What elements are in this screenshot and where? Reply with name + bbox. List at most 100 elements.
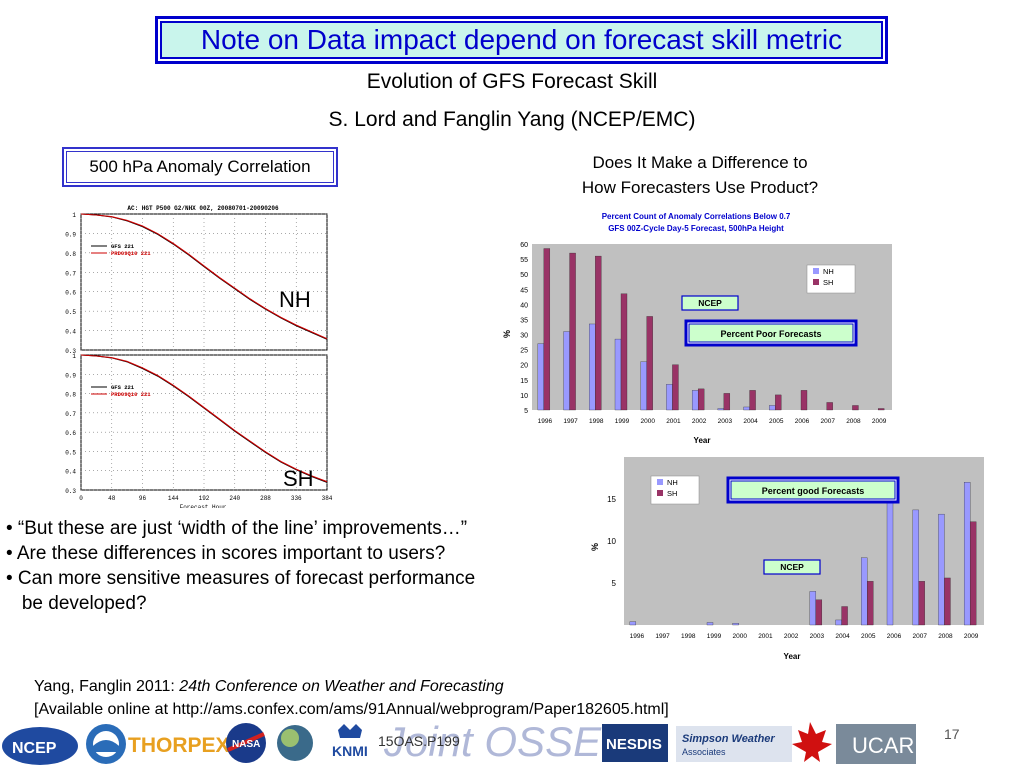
chart-title: Percent Count of Anomaly Correlations Be… <box>602 212 791 221</box>
y-tick-label: 0.5 <box>65 309 76 316</box>
legend-label: SH <box>823 278 833 287</box>
y-tick-label: 0.7 <box>65 411 76 418</box>
svg-text:Associates: Associates <box>682 747 726 757</box>
ac-chart-sh: 1 0.9 0.8 0.7 0.6 0.5 0.4 0.30 48 96 144 192 240 288 3… <box>65 353 333 508</box>
page-number: 17 <box>944 726 960 742</box>
bar-sh <box>595 255 602 411</box>
svg-text:UCAR: UCAR <box>852 733 914 758</box>
y-tick-label: 35 <box>520 317 528 324</box>
y-tick-label: 0.5 <box>65 449 76 456</box>
anomaly-correlation-label: 500 hPa Anomaly Correlation <box>89 157 311 176</box>
svg-text:Joint OSSE: Joint OSSE <box>383 718 602 765</box>
y-tick-label: 20 <box>520 363 528 370</box>
nesdis-logo: NESDIS <box>602 724 668 762</box>
bar-sh <box>775 394 782 411</box>
bar-nh <box>629 621 637 626</box>
bar-sh <box>969 521 977 626</box>
legend-label: NH <box>667 478 678 487</box>
bullet-1: • “But these are just ‘width of the line… <box>6 518 468 539</box>
noaa-logo <box>86 724 126 764</box>
bar-nh <box>809 591 817 626</box>
x-tick-label: 1997 <box>655 633 670 640</box>
ncep-annotation: NCEP <box>698 298 722 308</box>
bar-nh <box>563 331 570 411</box>
legend-label: SH <box>667 489 677 498</box>
ucar-logo: UCAR <box>836 724 916 764</box>
thorpex-logo: THORPEX <box>128 734 230 757</box>
x-tick-label: 2007 <box>820 418 835 425</box>
bar-nh <box>938 513 945 626</box>
x-tick-label: 240 <box>229 495 240 502</box>
question-line-2: How Forecasters Use Product? <box>581 178 819 197</box>
y-tick-label: 1 <box>72 212 76 219</box>
x-tick-label: 2008 <box>938 633 953 640</box>
bar-sh <box>723 393 731 411</box>
y-tick-label: 10 <box>607 537 616 546</box>
legend-swatch <box>657 490 663 496</box>
bar-nh <box>732 623 739 626</box>
y-tick-label: 0.3 <box>65 348 76 354</box>
joint-osse-logo: Joint OSSE 15OAS.P199 <box>378 718 602 765</box>
bar-chart-poor: Percent Count of Anomaly Correlations Be… <box>502 212 892 445</box>
bar-nh <box>706 622 714 626</box>
x-tick-label: 2005 <box>769 418 784 425</box>
x-tick-label: 2004 <box>743 418 758 425</box>
bullet-3-cont: be developed? <box>6 593 147 614</box>
svg-text:KNMI: KNMI <box>332 743 368 759</box>
y-tick-label: 30 <box>520 333 528 340</box>
legend-swatch <box>813 268 819 274</box>
bar-sh <box>569 252 576 411</box>
bar-sh <box>867 581 874 626</box>
bar-sh <box>918 581 925 626</box>
bullet-list: • “But these are just ‘width of the line… <box>6 517 586 617</box>
reference-author: Yang, Fanglin 2011: <box>34 678 180 695</box>
y-tick-label: 1 <box>72 353 76 360</box>
x-tick-label: 2001 <box>758 633 773 640</box>
bar-nh <box>835 619 842 626</box>
bar-sh <box>749 390 756 411</box>
question-line-1: Does It Make a Difference to <box>592 153 808 172</box>
y-tick-label: 0.6 <box>65 430 76 437</box>
x-tick-label: 2000 <box>640 418 655 425</box>
x-tick-label: 1996 <box>538 418 553 425</box>
y-axis-label: % <box>590 543 600 551</box>
series-line <box>80 213 328 340</box>
svg-text:NESDIS: NESDIS <box>606 736 662 753</box>
bullet-3: • Can more sensitive measures of forecas… <box>6 568 476 589</box>
bar-nh <box>886 503 894 626</box>
svg-text:THORPEX: THORPEX <box>128 734 230 757</box>
subtitle-evolution: Evolution of GFS Forecast Skill <box>366 70 658 93</box>
bar-sh <box>620 293 628 411</box>
bar-sh <box>697 388 705 411</box>
poor-annotation: Percent Poor Forecasts <box>720 329 821 339</box>
bar-nh <box>769 405 776 411</box>
earth-logo <box>277 725 313 761</box>
x-tick-label: 2003 <box>718 418 733 425</box>
bar-nh <box>666 384 673 411</box>
y-tick-label: 0.9 <box>65 231 76 238</box>
legend-label: NH <box>823 267 834 276</box>
x-tick-label: 2008 <box>846 418 861 425</box>
simpson-logo: Simpson Weather Associates <box>676 726 792 762</box>
bar-nh <box>614 338 622 411</box>
bar-sh <box>543 248 551 411</box>
bar-nh <box>717 408 725 411</box>
x-tick-label: 144 <box>168 495 179 502</box>
y-tick-label: 25 <box>520 348 528 355</box>
y-tick-label: 15 <box>607 495 616 504</box>
poor-annotation-inner <box>688 323 854 343</box>
bar-sh <box>672 364 679 411</box>
bar-sh <box>944 577 951 626</box>
y-tick-label: 40 <box>520 302 528 309</box>
good-annotation: Percent good Forecasts <box>762 486 865 496</box>
maple-leaf-icon <box>792 722 832 762</box>
reference-conference: 24th Conference on Weather and Forecasti… <box>179 678 504 695</box>
y-tick-label: 0.4 <box>65 329 76 336</box>
bar-nh <box>912 509 919 626</box>
legend-label: GFS 221 <box>111 384 135 391</box>
x-tick-label: 2009 <box>964 633 979 640</box>
knmi-logo: KNMI <box>332 724 368 759</box>
bar-chart-good: 15 10 5% 1996 1997 1998 1999 2000 2001 2002 2003 20… <box>590 457 984 661</box>
subtitle-authors: S. Lord and Fanglin Yang (NCEP/EMC) <box>328 108 696 131</box>
bullet-2: • Are these differences in scores import… <box>6 543 446 564</box>
